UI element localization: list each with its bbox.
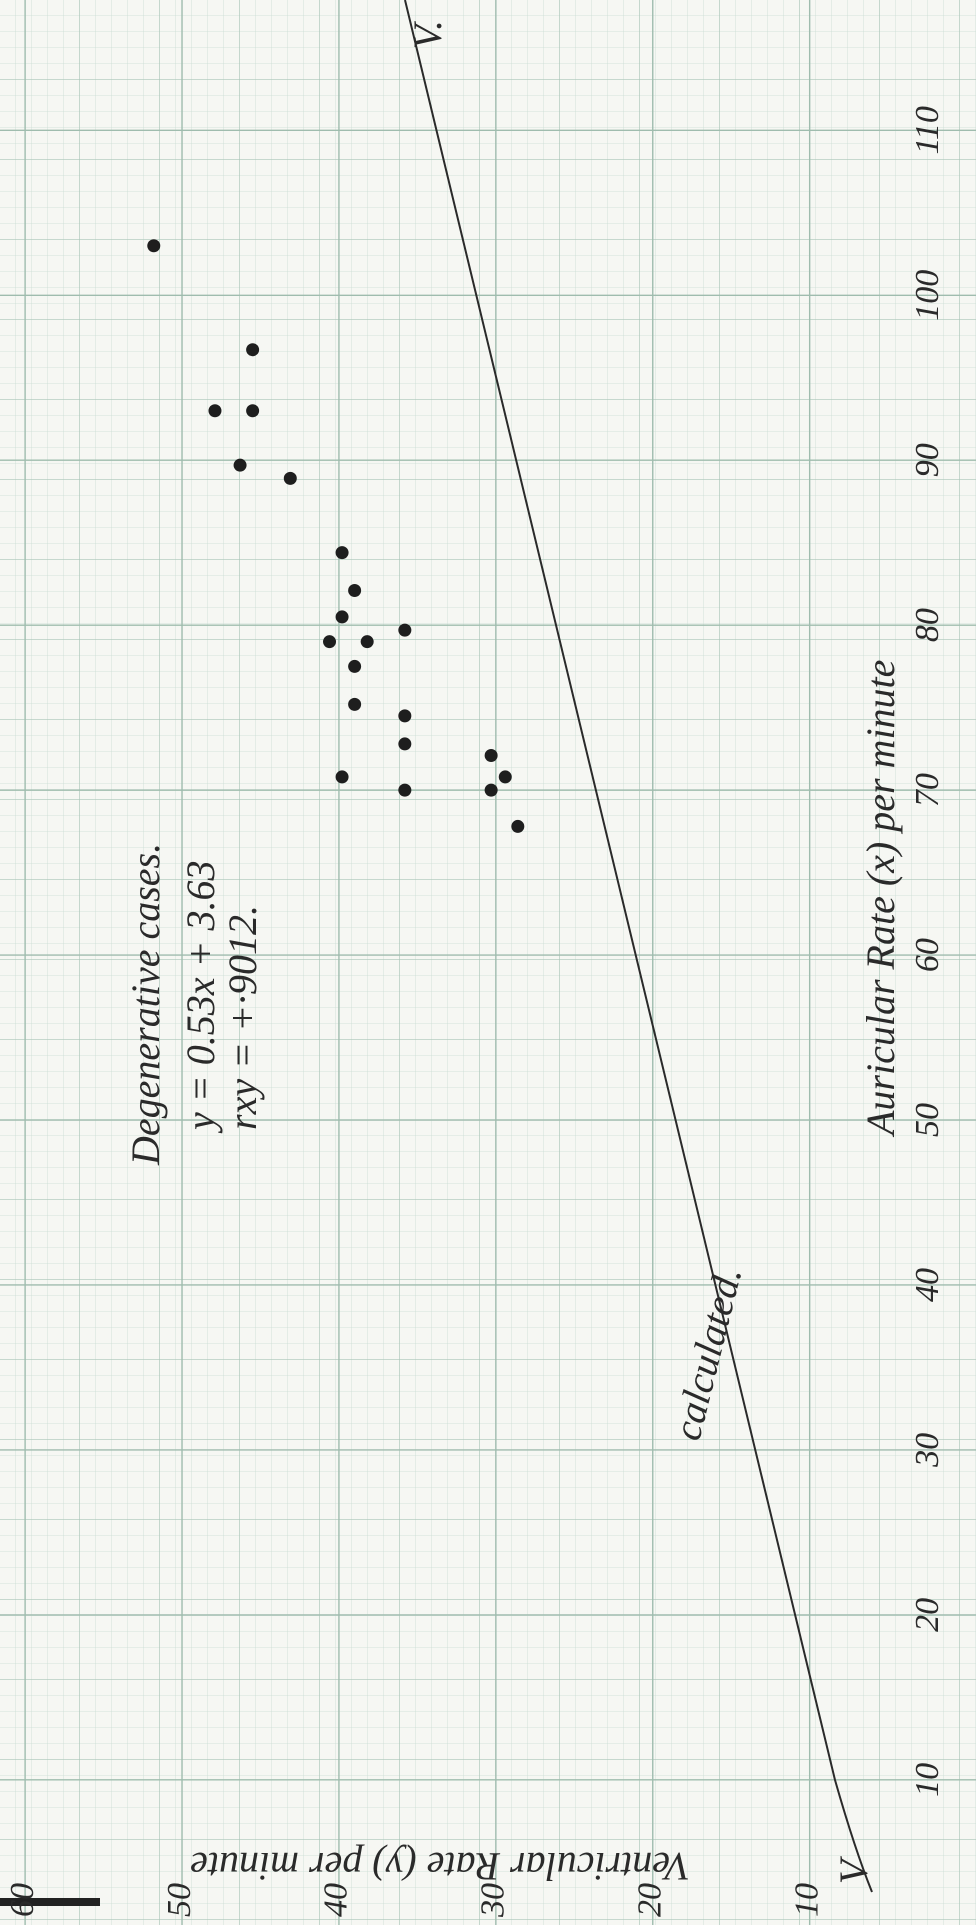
point	[323, 635, 337, 649]
point	[233, 458, 247, 472]
point	[511, 819, 525, 833]
x-tick-label: 110	[909, 106, 946, 154]
x-tick-label: 100	[909, 270, 946, 321]
x-tick-label: 40	[909, 1268, 946, 1302]
y-tick-label: 50	[161, 1883, 198, 1917]
y-tick-label: 40	[318, 1883, 355, 1917]
y-axis-label: Ventricular Rate (y) per minute	[190, 1844, 690, 1889]
y-tick-label: 20	[632, 1883, 669, 1917]
corner-label: V.	[405, 20, 450, 49]
x-tick-label: 30	[909, 1433, 946, 1468]
point	[398, 737, 412, 751]
point	[147, 239, 161, 253]
point	[348, 697, 362, 711]
x-tick-label: 70	[909, 773, 946, 807]
point	[335, 610, 349, 624]
x-tick-label: 10	[909, 1763, 946, 1797]
point	[484, 783, 498, 797]
point	[348, 659, 362, 673]
binding-mark	[0, 1898, 100, 1906]
point	[360, 635, 374, 649]
x-axis-label: Auricular Rate (x) per minute	[858, 660, 903, 1138]
point	[398, 623, 412, 637]
x-tick-label: 80	[909, 608, 946, 642]
point	[283, 471, 297, 485]
point	[498, 770, 512, 784]
x-tick-label: 20	[909, 1598, 946, 1632]
point	[335, 546, 349, 560]
chart-title: Degenerative cases.	[123, 843, 168, 1166]
point	[246, 404, 260, 418]
y-tick-label: 30	[475, 1883, 512, 1918]
correlation: rxy = +·9012.	[220, 905, 265, 1130]
points	[147, 239, 525, 833]
point	[335, 770, 349, 784]
x-tick-label: 60	[909, 938, 946, 972]
point	[398, 709, 412, 723]
point	[208, 404, 222, 418]
origin-label: V	[831, 1855, 876, 1884]
y-tick-label: 60	[4, 1883, 41, 1917]
point	[398, 783, 412, 797]
point	[484, 748, 498, 762]
x-tick-label: 50	[909, 1103, 946, 1137]
regression-line	[404, 0, 873, 1893]
point	[348, 584, 362, 598]
point	[246, 343, 260, 357]
equation: y = 0.53x + 3.63	[178, 861, 223, 1135]
x-tick-label: 90	[909, 443, 946, 477]
y-tick-label: 10	[788, 1883, 825, 1917]
